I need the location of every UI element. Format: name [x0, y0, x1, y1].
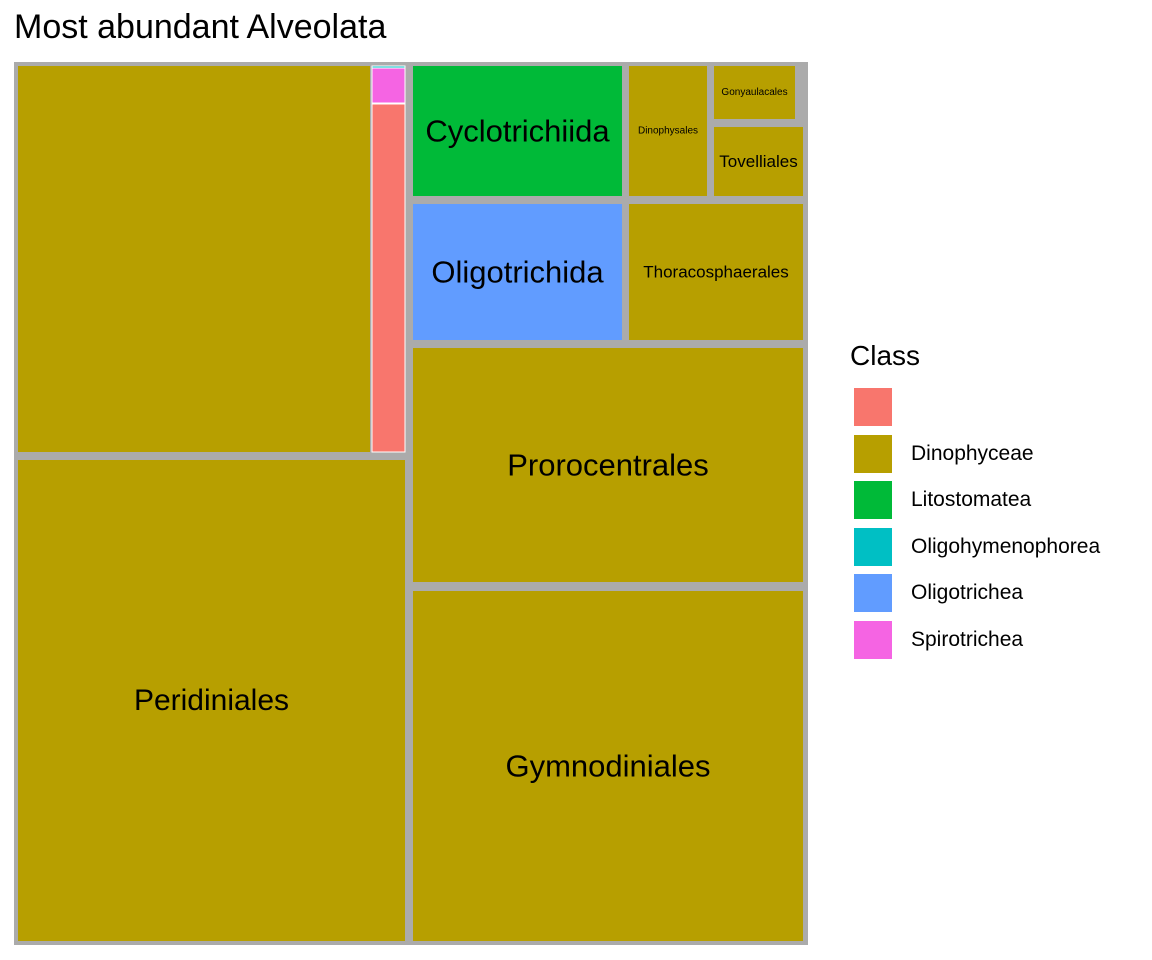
treemap-tile	[371, 67, 406, 104]
chart-title: Most abundant Alveolata	[14, 8, 387, 46]
legend-row: Oligotrichea	[850, 570, 1100, 617]
treemap-tile	[413, 348, 803, 582]
legend-swatch	[853, 387, 893, 428]
legend-row	[850, 384, 1100, 431]
legend-title: Class	[850, 340, 921, 371]
legend-row: Spirotrichea	[850, 617, 1100, 664]
legend-swatch	[853, 573, 893, 614]
treemap-tile	[18, 66, 370, 452]
tile-label: Oligotrichida	[431, 255, 604, 290]
treemap-tile	[413, 204, 622, 340]
legend-swatch	[853, 619, 893, 660]
legend-label: Litostomatea	[911, 488, 1032, 512]
legend-label: Oligohymenophorea	[911, 534, 1101, 558]
legend: Class Dinophyceae Litostomatea Oligohyme…	[850, 340, 1100, 663]
legend-label: Oligotrichea	[911, 581, 1024, 605]
treemap-tile	[371, 65, 406, 69]
treemap-tile	[714, 127, 803, 196]
legend-row: Litostomatea	[850, 477, 1100, 524]
tile-label: Prorocentrales	[507, 448, 709, 483]
tile-label: Dinophysales	[638, 126, 698, 137]
treemap-tile	[371, 103, 406, 453]
legend-label: Spirotrichea	[911, 627, 1024, 651]
treemap-tile	[413, 591, 803, 941]
tile-label: Gonyaulacales	[721, 87, 787, 98]
tile-label: Gymnodiniales	[505, 749, 710, 784]
legend-label: Dinophyceae	[911, 441, 1034, 465]
tile-label: Tovelliales	[719, 152, 797, 171]
legend-swatch	[853, 526, 893, 567]
tile-label: Peridiniales	[134, 684, 289, 717]
tile-label: Cyclotrichiida	[425, 114, 610, 149]
treemap-tile	[714, 66, 795, 119]
treemap-tile	[629, 66, 707, 196]
legend-swatch	[853, 480, 893, 521]
legend-row: Oligohymenophorea	[850, 524, 1100, 571]
tile-label: Thoracosphaerales	[643, 263, 789, 282]
treemap-tile	[629, 204, 803, 340]
treemap-tile	[413, 66, 622, 196]
treemap-tile	[18, 460, 405, 941]
legend-swatch	[853, 433, 893, 474]
legend-row: Dinophyceae	[850, 431, 1100, 478]
